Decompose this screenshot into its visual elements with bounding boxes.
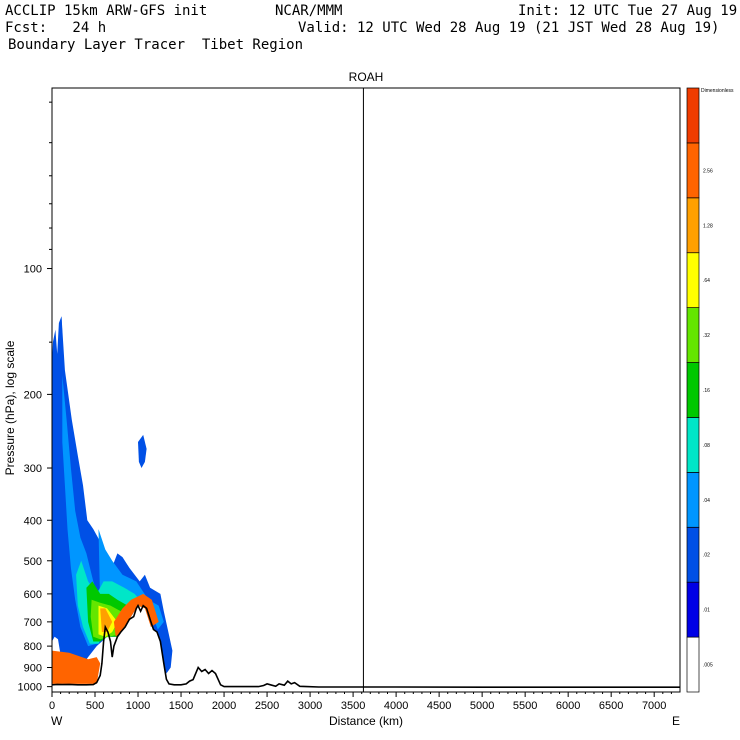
x-axis: 0 500 1000 1500 2000 2500 3000 3500 4000 4500 5000…: [49, 692, 672, 712]
x-tick-label: 3000: [298, 700, 322, 712]
y-tick-label: 200: [24, 389, 42, 401]
y-axis: 100 200 300 400 500 600 700 800 900 1000: [18, 101, 52, 694]
y-tick-label: 300: [24, 463, 42, 475]
colorbar-level-label: .04: [703, 498, 710, 504]
y-tick-label: 400: [24, 515, 42, 527]
x-tick-label: 4500: [427, 700, 451, 712]
y-tick-label: 600: [24, 589, 42, 601]
colorbar-level-label: .005: [703, 663, 713, 669]
tracer-region-12: [64, 434, 70, 486]
x-tick-label: 2500: [255, 700, 279, 712]
x-axis-title: Distance (km): [329, 714, 403, 728]
model-title: ACCLIP 15km ARW-GFS init: [5, 3, 208, 19]
valid-time: Valid: 12 UTC Wed 28 Aug 19 (21 JST Wed …: [298, 20, 720, 36]
colorbar-swatch: [686, 307, 700, 363]
x-tick-label: 1500: [169, 700, 193, 712]
forecast-hour: Fcst: 24 h: [5, 20, 107, 36]
plot-frame: [51, 87, 681, 693]
colorbar-swatch: [686, 472, 700, 528]
colorbar-swatch: [686, 636, 700, 693]
colorbar-swatch: [686, 142, 700, 199]
west-end-label: W: [51, 714, 63, 728]
colorbar-swatch: [686, 362, 700, 418]
init-time: Init: 12 UTC Tue 27 Aug 19: [518, 3, 738, 19]
field-title: Boundary Layer Tracer Tibet Region: [8, 37, 304, 53]
colorbar-level-label: .08: [703, 443, 710, 449]
x-tick-label: 5500: [513, 700, 537, 712]
center-label: NCAR/MMM: [275, 3, 343, 19]
tracer-region-10: [113, 593, 159, 637]
colorbar-level-label: .01: [703, 608, 710, 614]
colorbar-level-label: .16: [703, 388, 710, 394]
tracer-fill: [52, 316, 173, 684]
x-tick-label: 6500: [599, 700, 623, 712]
colorbar-swatch: [686, 252, 700, 308]
x-tick-label: 0: [49, 700, 55, 712]
colorbar-level-label: .02: [703, 553, 710, 559]
x-tick-label: 2000: [212, 700, 236, 712]
colorbar-level-label: 2.56: [703, 168, 713, 174]
x-tick-label: 4000: [384, 700, 408, 712]
colorbar-swatch: [686, 526, 700, 583]
colorbar-swatch: [686, 87, 700, 144]
x-tick-label: 3500: [341, 700, 365, 712]
colorbar-swatch: [686, 417, 700, 473]
y-tick-label: 800: [24, 641, 42, 653]
colorbar-level-label: 1.28: [703, 223, 713, 229]
x-tick-label: 1000: [126, 700, 150, 712]
colorbar-unit-label: Dimensionless: [701, 88, 734, 94]
x-tick-label: 7000: [642, 700, 666, 712]
colorbar-swatch: [686, 581, 700, 638]
colorbar: .005 .01 .02 .04 .08 .16 .32 .64 1.28 2.56 Dimensi…: [686, 87, 734, 693]
x-tick-label: 5000: [470, 700, 494, 712]
colorbar-level-label: .32: [703, 333, 710, 339]
terrain-line: [51, 603, 680, 689]
colorbar-level-label: .64: [703, 278, 710, 284]
east-end-label: E: [672, 714, 680, 728]
y-tick-label: 900: [24, 663, 42, 675]
y-axis-title: Pressure (hPa), log scale: [3, 340, 17, 475]
y-tick-label: 100: [24, 264, 42, 276]
colorbar-swatch: [686, 197, 700, 254]
y-tick-label: 1000: [18, 682, 42, 694]
x-tick-label: 500: [86, 700, 104, 712]
tracer-region-9: [52, 650, 101, 684]
chart-title: ROAH: [349, 70, 384, 84]
y-tick-label: 500: [24, 556, 42, 568]
x-tick-label: 6000: [556, 700, 580, 712]
tracer-region-8: [100, 608, 113, 632]
y-tick-label: 700: [24, 617, 42, 629]
tracer-region-2: [62, 375, 101, 647]
tracer-region-11: [138, 434, 147, 468]
